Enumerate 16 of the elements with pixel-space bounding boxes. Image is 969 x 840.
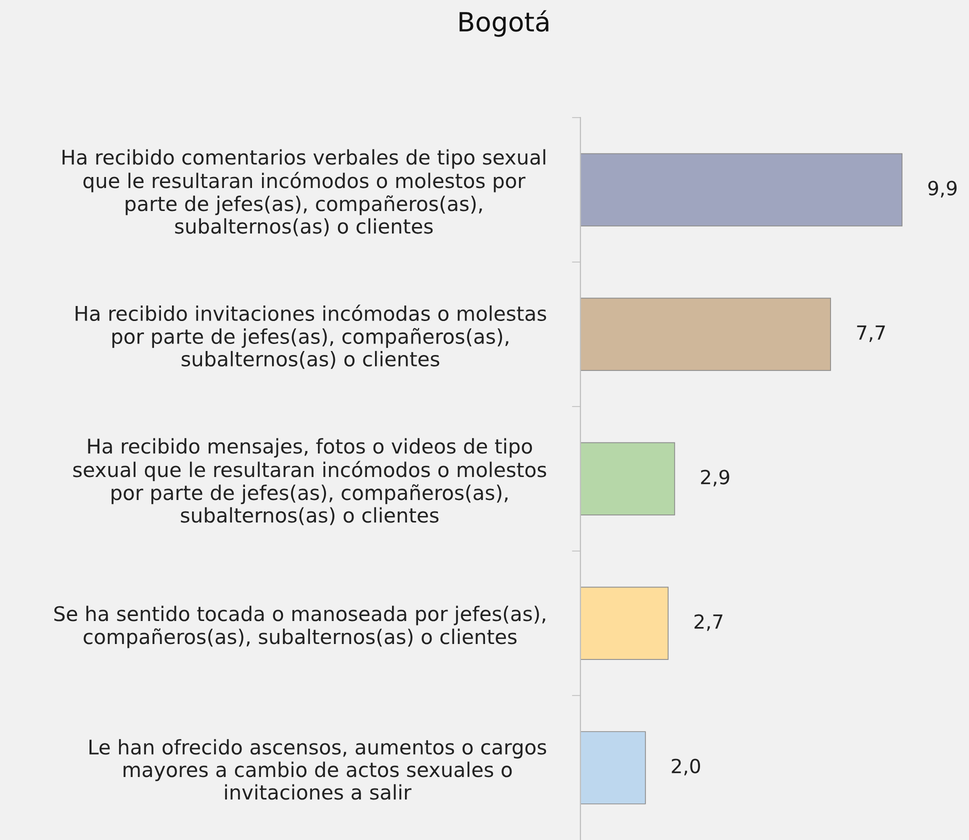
y-tick-label: Ha recibido comentarios verbales de tipo sexual que le resultaran incómodos o molestos por parte de jefes(as), compañeros(as), subalternos(as) o clientes <box>62 149 546 236</box>
bar <box>580 586 669 660</box>
y-tick-label: Ha recibido invitaciones incómodas o molestas por parte de jefes(as), compañeros(as), subalternos(as) o clientes <box>76 304 546 369</box>
y-tick-label: Se ha sentido tocada o manoseada por jefes(as), compañeros(as), subalternos(as) o clientes <box>54 606 546 648</box>
y-tick-label: Le han ofrecido ascensos, aumentos o cargos mayores a cambio de actos sexuales o invitaciones a salir <box>90 739 546 800</box>
data-label: 2,9 <box>701 470 730 486</box>
data-label: 2,7 <box>694 614 722 631</box>
bar <box>580 298 831 371</box>
bar <box>580 731 646 804</box>
bar <box>580 442 676 516</box>
chart-title: Bogotá <box>460 10 548 37</box>
data-label: 2,0 <box>672 758 700 776</box>
bar <box>580 153 902 226</box>
data-label: 7,7 <box>857 326 885 342</box>
y-tick-label: Ha recibido mensajes, fotos o videos de tipo sexual que le resultaran incómodos o molestos por parte de jefes(as), compañeros(as), subalternos(as) o clientes <box>73 438 546 526</box>
data-label: 9,9 <box>928 180 957 198</box>
